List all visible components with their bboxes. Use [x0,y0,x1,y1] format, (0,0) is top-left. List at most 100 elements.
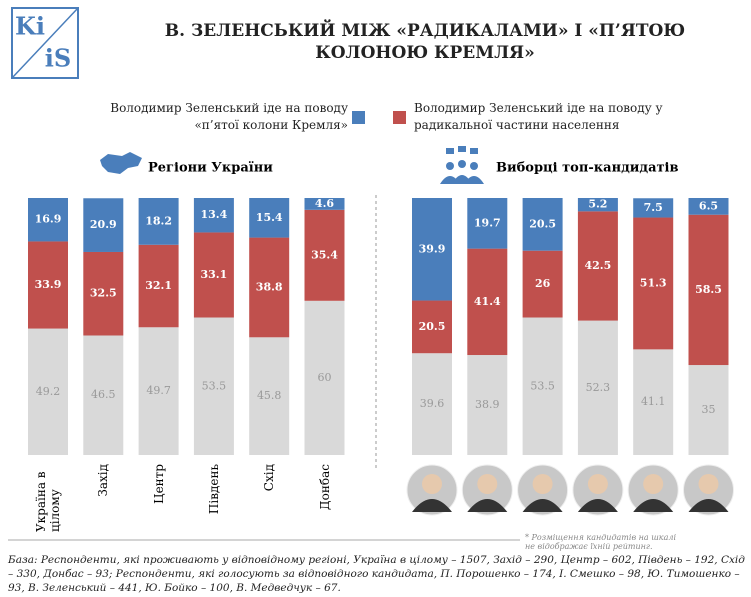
bar-segment [249,337,290,455]
bar-segment [193,198,234,233]
people-icon [440,146,484,184]
value-label: 33.9 [35,278,62,291]
value-label: 52.3 [586,381,611,394]
bar-segment [193,317,234,455]
bar-segment [138,198,179,245]
category-label: Україна в цілому [34,471,62,532]
category-label: Центр [151,464,166,504]
value-label: 41.1 [641,395,666,408]
legend-swatch [352,111,365,124]
bar-segment [688,198,729,215]
category-label: Південь [206,464,221,515]
title: В. ЗЕЛЕНСЬКИЙ МІЖ «РАДИКАЛАМИ» І «П’ЯТОЮ… [164,21,686,63]
category-label: Захід [96,464,111,497]
value-label: 35.4 [311,248,338,261]
map-icon [100,152,142,174]
bar-segment [138,327,179,455]
value-label: 15.4 [256,211,283,224]
bar-segment [467,248,508,356]
bar-segment [522,198,563,251]
bar-segment [412,353,452,455]
candidate-photo-head [477,474,498,494]
value-label: 39.9 [419,242,446,255]
value-label: 42.5 [585,259,612,272]
value-label: 38.8 [256,280,283,293]
bar-segment [83,251,124,336]
value-label: 41.4 [474,295,501,308]
candidate-photo-body [522,499,563,512]
value-label: 6.5 [699,199,718,212]
value-label: 49.7 [146,384,171,397]
candidate-photo-head [698,474,719,494]
value-label: 38.9 [475,398,500,411]
value-label: 49.2 [36,385,61,398]
value-label: 20.5 [419,320,446,333]
bar-segment [633,198,674,218]
bar-segment [577,198,618,212]
value-label: 19.7 [474,216,501,229]
bar-segment [28,198,68,242]
candidate-photo-body [577,499,618,512]
value-label: 45.8 [257,389,282,402]
logo-line [11,7,79,79]
footnote: * Розміщення кандидатів на шкалі не відо… [525,533,676,551]
candidate-photo-body [688,499,729,512]
logo-text: Ki [15,12,45,41]
panel-title: Регіони України [148,161,273,176]
bar-segment [249,198,290,238]
value-label: 20.9 [90,218,117,231]
bar-segment [522,250,563,318]
category-label: Схід [262,464,277,492]
candidate-photo-body [412,499,452,512]
bar-segment [28,241,68,329]
value-label: 13.4 [201,208,228,221]
value-label: 33.1 [201,268,228,281]
bar-segment [577,320,618,455]
value-label: 5.2 [588,198,607,211]
bar-segment [522,317,563,455]
panel-title: Виборці топ-кандидатів [496,161,679,176]
bar-segment [688,214,729,366]
bar-segment [467,355,508,455]
bar-segment [412,198,452,301]
value-label: 35 [702,403,716,416]
bar-segment [304,198,345,210]
candidate-photo-head [643,474,664,494]
value-label: 53.5 [530,379,555,392]
logo-text: iS [45,44,71,73]
value-label: 32.5 [90,287,117,300]
candidate-photo-body [467,499,508,512]
value-label: 20.5 [529,217,556,230]
category-label: Донбас [317,464,332,511]
bar-segment [304,209,345,301]
bar-segment [688,365,729,455]
bar-segment [193,232,234,318]
legend-label: Володимир Зеленський іде на поводу «п’ят… [110,101,348,132]
bar-segment [304,300,345,455]
bar-segment [467,198,508,249]
value-label: 18.2 [145,214,172,227]
candidate-photo-head [532,474,553,494]
value-label: 51.3 [640,276,667,289]
bar-segment [577,211,618,321]
bar-segment [412,300,452,354]
value-label: 26 [535,277,551,290]
value-label: 39.6 [420,397,445,410]
base-text: База: Респонденти, які проживають у відп… [8,554,745,594]
value-label: 60 [318,371,332,384]
candidate-photo-head [587,474,608,494]
bar-segment [138,244,179,328]
value-label: 53.5 [202,379,227,392]
bar-segment [28,328,68,455]
candidate-photo-body [633,499,674,512]
bar-segment [249,237,290,338]
bar-segment [83,198,124,252]
legend-label: Володимир Зеленський іде на поводу у рад… [414,101,663,132]
value-label: 32.1 [145,279,172,292]
bar-segment [633,217,674,350]
bar-segment [83,335,124,455]
legend-swatch [393,111,406,124]
value-label: 16.9 [35,213,62,226]
